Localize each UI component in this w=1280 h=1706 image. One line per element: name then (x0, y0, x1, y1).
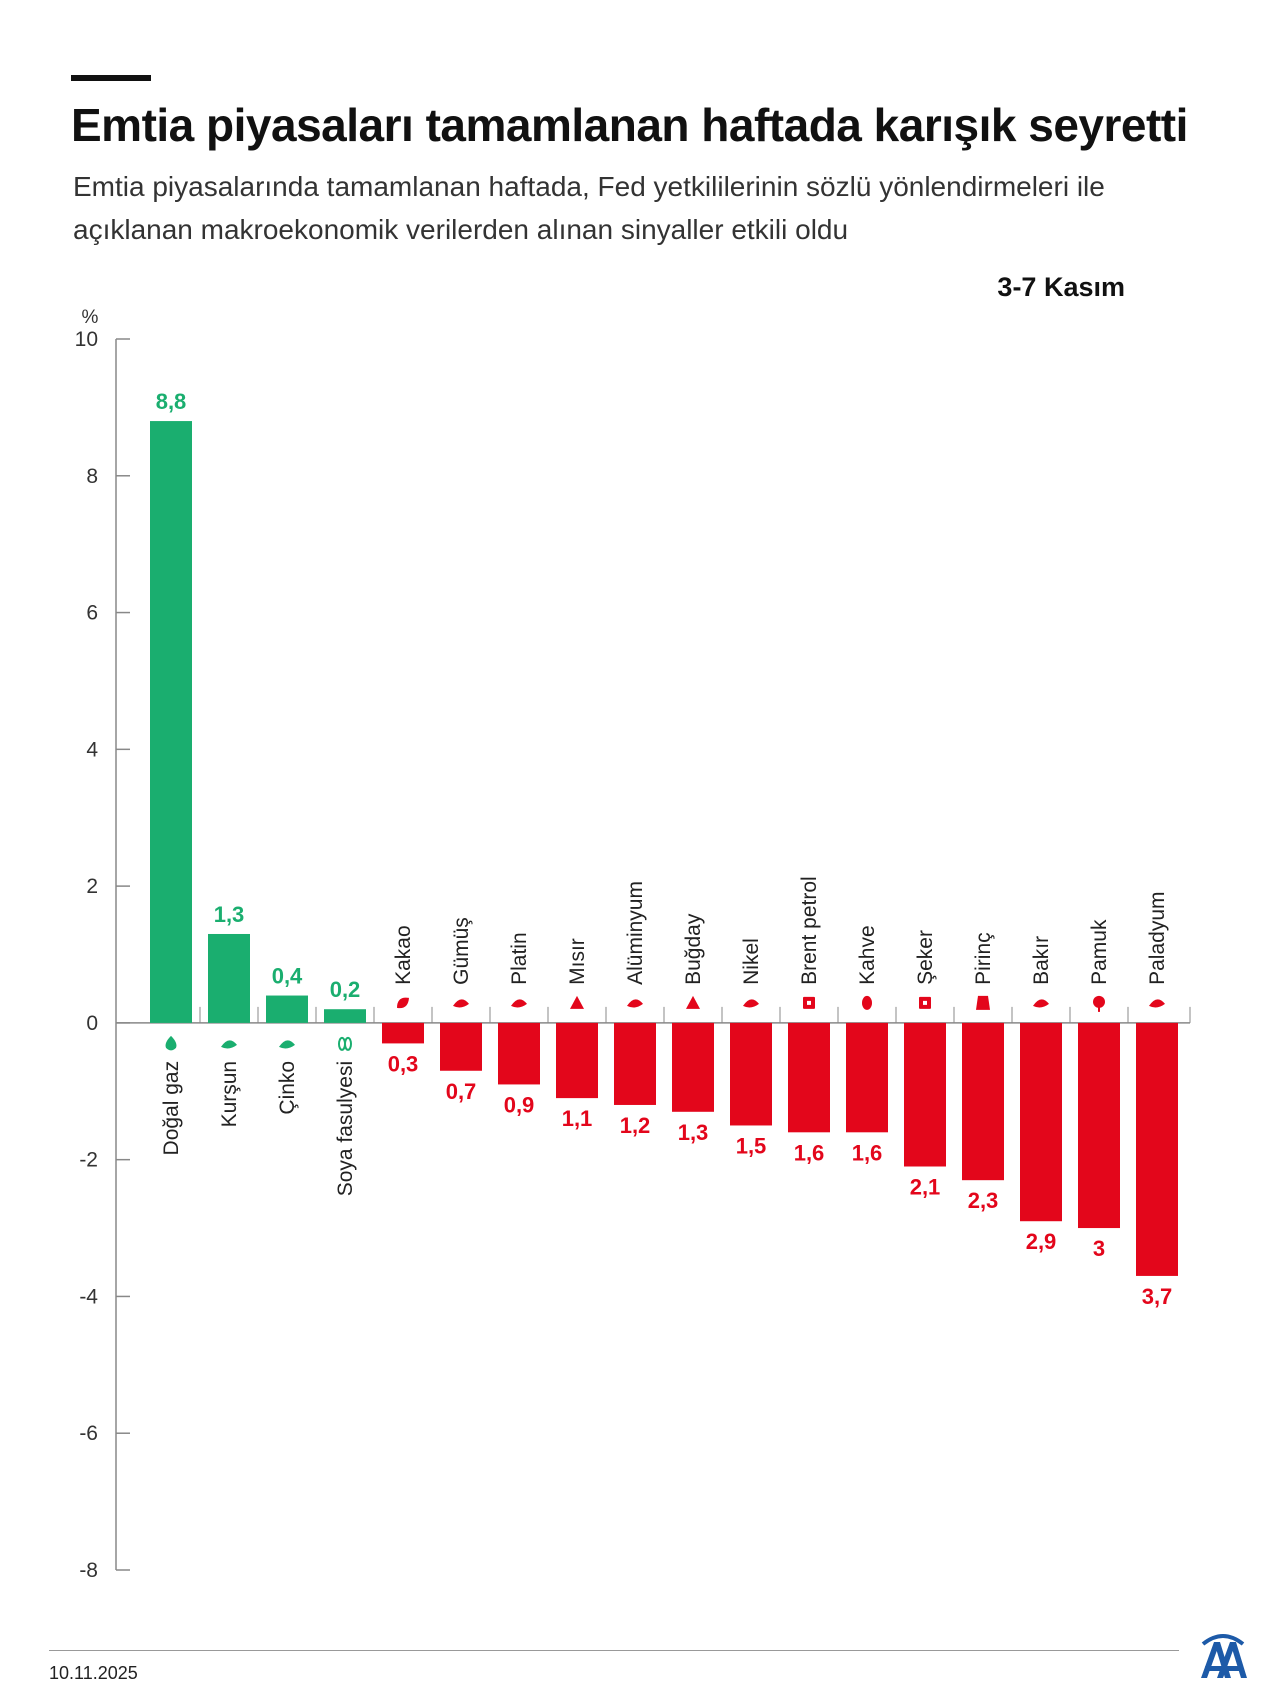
data-label: 1,6 (852, 1140, 883, 1165)
bar (1020, 1022, 1062, 1222)
bar (150, 421, 192, 1023)
category-label: Çinko (276, 1061, 299, 1115)
data-label: 2,3 (968, 1188, 999, 1213)
y-tick-label: 4 (86, 738, 98, 761)
data-label: 1,1 (562, 1106, 593, 1131)
bar (266, 995, 308, 1023)
soybean-icon (338, 1036, 352, 1051)
data-label: 1,6 (794, 1140, 825, 1165)
cocoa-icon (397, 997, 409, 1009)
category-label: Nikel (740, 938, 763, 985)
data-label: 0,4 (272, 964, 303, 989)
y-axis-unit-label: % (82, 307, 99, 328)
bar (788, 1022, 830, 1133)
category-label: Mısır (566, 938, 589, 985)
flame-icon (165, 1035, 177, 1051)
category-label: Buğday (682, 913, 705, 985)
category-label: Şeker (914, 930, 937, 985)
bar (672, 1022, 714, 1112)
leaf-icon (221, 1040, 237, 1049)
aa-logo (1201, 1634, 1247, 1678)
bar (614, 1022, 656, 1105)
leaf-icon (743, 999, 759, 1008)
page-subtitle: Emtia piyasalarında tamamlanan haftada, … (73, 171, 1105, 245)
category-label: Kakao (392, 925, 415, 985)
sugar-icon (919, 996, 931, 1009)
category-label: Alüminyum (624, 881, 647, 985)
y-tick-label: -2 (79, 1149, 98, 1172)
category-label: Soya fasulyesi (334, 1061, 357, 1196)
category-label: Pamuk (1088, 919, 1111, 985)
category-label: Brent petrol (798, 876, 821, 985)
y-tick-label: -6 (79, 1422, 98, 1445)
leaf-icon (1033, 999, 1049, 1008)
data-label: 1,5 (736, 1133, 767, 1158)
bar (556, 1022, 598, 1099)
top-accent-rule (71, 75, 151, 81)
bar (1136, 1022, 1178, 1276)
bar (904, 1022, 946, 1167)
data-label: 3 (1093, 1236, 1105, 1261)
data-label: 3,7 (1142, 1284, 1173, 1309)
corn-icon (570, 995, 584, 1009)
bar (208, 933, 250, 1023)
bar (1078, 1022, 1120, 1229)
category-label: Paladyum (1146, 891, 1169, 984)
bar (382, 1022, 424, 1044)
leaf-icon (279, 1040, 295, 1049)
leaf-icon (453, 999, 469, 1008)
oil-barrel-icon (803, 996, 815, 1009)
y-tick-label: 0 (86, 1012, 98, 1035)
category-label: Bakır (1030, 936, 1053, 985)
data-label: 0,7 (446, 1079, 477, 1104)
bar (846, 1022, 888, 1133)
bar-chart: 10 8 6 4 2 0 -2 -4 -6 -8% 8,8 Doğal gaz 1,3 Kurşun 0,4… (75, 307, 1191, 1582)
data-label: 2,9 (1026, 1229, 1057, 1254)
y-tick-label: -4 (79, 1285, 98, 1308)
category-label: Gümüş (450, 917, 473, 985)
cotton-icon (1093, 995, 1105, 1012)
data-label: 2,1 (910, 1175, 941, 1200)
bar (324, 1009, 366, 1023)
rice-sack-icon (976, 995, 990, 1010)
leaf-icon (627, 999, 643, 1008)
data-label: 8,8 (156, 389, 187, 414)
data-label: 1,3 (214, 902, 245, 927)
leaf-icon (511, 999, 527, 1008)
y-tick-label: -8 (79, 1559, 98, 1582)
bar (440, 1022, 482, 1071)
data-label: 0,9 (504, 1092, 535, 1117)
coffee-bean-icon (862, 995, 872, 1010)
publish-date: 10.11.2025 (49, 1663, 138, 1683)
y-tick-label: 10 (75, 328, 98, 351)
data-label: 1,2 (620, 1113, 651, 1138)
date-range-label: 3-7 Kasım (997, 272, 1125, 302)
bar (498, 1022, 540, 1085)
bar (730, 1022, 772, 1126)
data-label: 1,3 (678, 1120, 709, 1145)
page-title: Emtia piyasaları tamamlanan haftada karı… (71, 99, 1188, 151)
wheat-icon (686, 995, 700, 1009)
category-label: Kurşun (218, 1061, 241, 1128)
y-tick-label: 8 (86, 465, 98, 488)
data-label: 0,2 (330, 977, 361, 1002)
category-label: Pirinç (972, 932, 995, 985)
leaf-icon (1149, 999, 1165, 1008)
category-label: Platin (508, 932, 531, 985)
category-label: Doğal gaz (160, 1061, 183, 1156)
y-tick-label: 2 (86, 875, 98, 898)
category-label: Kahve (856, 925, 879, 985)
data-label: 0,3 (388, 1051, 419, 1076)
footer-rule (49, 1650, 1179, 1651)
y-tick-label: 6 (86, 602, 98, 625)
bar (962, 1022, 1004, 1181)
